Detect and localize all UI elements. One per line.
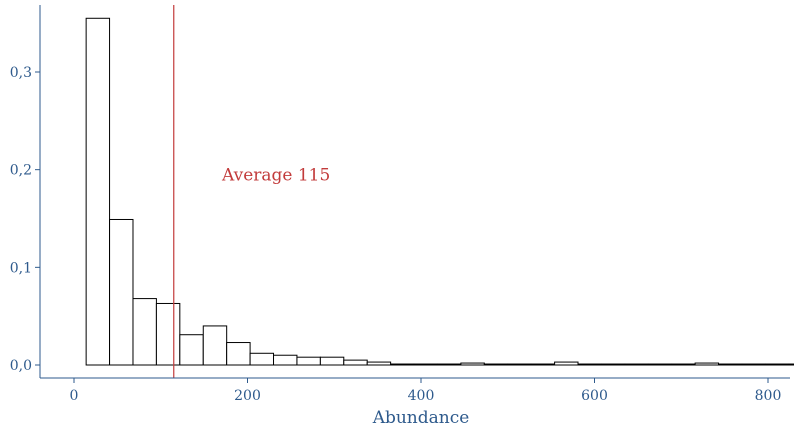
histogram-bar [600, 363, 626, 366]
histogram-bar [507, 363, 532, 366]
histogram-bar [764, 363, 790, 366]
y-tick-label: 0,3 [10, 65, 32, 81]
histogram-bar [647, 363, 673, 366]
histogram-bar [413, 363, 438, 366]
histogram-bar [577, 363, 602, 366]
x-tick-label: 400 [408, 388, 435, 404]
histogram-bar [390, 363, 415, 366]
x-axis-ticks: 0 200 400 600 800 [70, 378, 782, 404]
histogram-bar [460, 362, 485, 366]
histogram-bars [85, 17, 794, 366]
histogram-bar [671, 363, 696, 366]
histogram-bar [483, 363, 509, 366]
histogram-bar [343, 359, 368, 366]
x-tick-label: 800 [755, 388, 782, 404]
average-annotation: Average 115 [221, 166, 330, 186]
histogram-bar [694, 362, 720, 366]
y-tick-label: 0,2 [10, 163, 32, 179]
histogram-bar [109, 218, 134, 366]
histogram-bar [249, 352, 275, 366]
y-tick-label: 0,1 [10, 260, 32, 276]
x-axis-title: Abundance [372, 408, 470, 428]
histogram-bar [366, 361, 392, 366]
histogram-bar [273, 354, 298, 366]
x-tick-label: 600 [581, 388, 608, 404]
histogram-bar [436, 363, 462, 366]
histogram-bar [179, 334, 204, 366]
histogram-bar [718, 363, 743, 366]
x-tick-label: 0 [70, 388, 79, 404]
histogram-bar [155, 302, 181, 366]
histogram-bar [296, 356, 321, 366]
y-tick-label: 0,0 [10, 358, 32, 374]
histogram-bar [226, 342, 251, 366]
histogram-bar [132, 298, 157, 366]
x-tick-label: 200 [234, 388, 261, 404]
histogram-bar [788, 363, 794, 366]
histogram-bar [319, 356, 345, 366]
histogram-bar [624, 363, 649, 366]
histogram-bar [554, 361, 579, 366]
histogram-bar [202, 325, 228, 366]
histogram-bar [530, 363, 556, 366]
histogram-bar [85, 17, 111, 366]
histogram-bar [741, 363, 766, 366]
y-axis-ticks: 0,0 0,1 0,2 0,3 [10, 65, 40, 374]
